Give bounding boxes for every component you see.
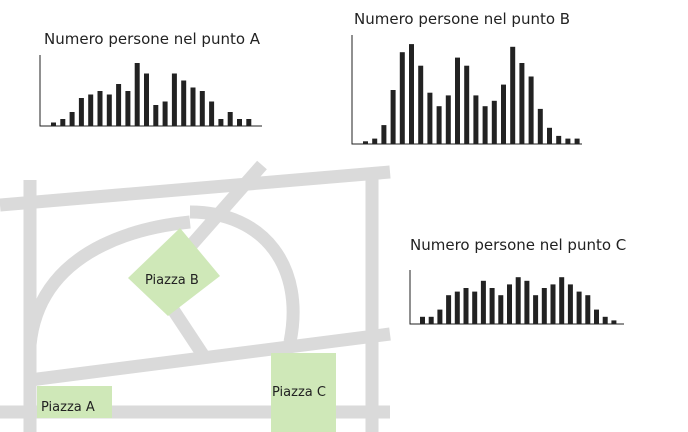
chart-a-bar [69, 112, 75, 126]
chart-b-bar [574, 138, 580, 144]
chart-a-bar [51, 122, 56, 126]
chart-a-title: Numero persone nel punto A [44, 30, 261, 48]
chart-a-bar [60, 119, 66, 126]
road-connector [164, 301, 211, 362]
chart-c-bar [498, 295, 504, 324]
chart-a-bar [97, 91, 103, 126]
squares [37, 228, 336, 432]
chart-a-axis [39, 55, 262, 127]
chart-c-bar [602, 316, 608, 324]
chart-b-bar [482, 106, 488, 144]
road-top [0, 165, 391, 212]
chart-c-bar [515, 277, 521, 324]
road-network [0, 160, 391, 432]
chart-b-bar [519, 63, 525, 144]
piazza-b-label: Piazza B [145, 273, 199, 288]
chart-c-bar [576, 291, 582, 324]
chart-a-bar [134, 63, 140, 126]
chart-c-bar [480, 280, 486, 324]
chart-a-bar [181, 80, 187, 126]
chart-b-bar [390, 90, 396, 144]
chart-b-bar [436, 106, 442, 144]
chart-a-bar [144, 73, 149, 126]
piazza-a-area [37, 386, 112, 418]
chart-b-bar [537, 108, 543, 144]
chart-a-bar [171, 73, 177, 126]
chart-a-bar [190, 87, 196, 126]
chart-c-bars [420, 277, 617, 324]
chart-b-bar [372, 138, 378, 144]
chart-a-bar [88, 94, 94, 126]
chart-b-bar [445, 95, 451, 144]
chart-b-bar [510, 46, 516, 144]
chart-c-bar [550, 284, 556, 324]
chart-b-bar [473, 95, 479, 144]
chart-c-bar [533, 295, 539, 324]
road-curve-right [189, 205, 300, 344]
chart-b-bar [547, 127, 552, 144]
chart-c-bar [507, 284, 512, 324]
chart-b-title: Numero persone nel punto B [354, 10, 571, 28]
road-diagonal-middle [29, 327, 391, 387]
chart-b-bar [464, 65, 470, 144]
chart-b-bar [528, 76, 534, 144]
chart-a-bar [153, 105, 159, 126]
chart-c-bar [585, 295, 591, 324]
chart-b-bar [418, 65, 424, 144]
chart-c-bar [594, 309, 599, 324]
chart-c-bar [472, 291, 478, 324]
chart-c-bar [489, 288, 495, 324]
chart-c-bar [437, 309, 443, 324]
chart-a-bar [246, 119, 252, 126]
chart-b-bar [427, 92, 433, 144]
chart-c-bar [454, 291, 460, 324]
chart-b-bar [381, 125, 387, 144]
piazza-c-label: Piazza C [272, 385, 326, 400]
chart-c-bar [541, 288, 547, 324]
chart-a-bar [218, 119, 224, 126]
chart-b-bar [399, 52, 405, 145]
piazza-c-area [271, 353, 336, 432]
chart-c-bar [567, 284, 573, 324]
chart-a-bar [227, 112, 233, 126]
chart-b-bar [491, 100, 497, 144]
chart-c-bar [559, 277, 565, 324]
chart-b-bar [363, 141, 368, 144]
chart-a-bar [162, 101, 168, 126]
chart-a-bar [78, 98, 84, 126]
chart-a-bar [199, 91, 205, 126]
chart-b-bar [455, 57, 460, 144]
chart-a-bar [106, 94, 112, 126]
chart-a-bar [209, 101, 215, 126]
chart-c-bar [428, 316, 434, 324]
chart-b-bar [565, 138, 571, 144]
chart-c-bar [611, 320, 617, 324]
chart-c-bar [420, 316, 425, 324]
chart-b-bars [363, 44, 580, 145]
piazza-a-label: Piazza A [41, 400, 95, 415]
chart-c-bar [463, 288, 469, 324]
road-curve-left [23, 215, 191, 346]
chart-a-bars [51, 63, 252, 126]
chart-c-bar [524, 280, 530, 324]
chart-b-bar [501, 84, 506, 144]
chart-a-bar [116, 84, 122, 126]
chart-b-bar [409, 44, 414, 144]
chart-b-bar [556, 135, 562, 144]
chart-a-bar [237, 119, 242, 126]
chart-a-bar [125, 91, 131, 126]
chart-c-title: Numero persone nel punto C [410, 236, 627, 254]
chart-c-bar [446, 295, 452, 324]
piazza-b-area [128, 228, 220, 316]
